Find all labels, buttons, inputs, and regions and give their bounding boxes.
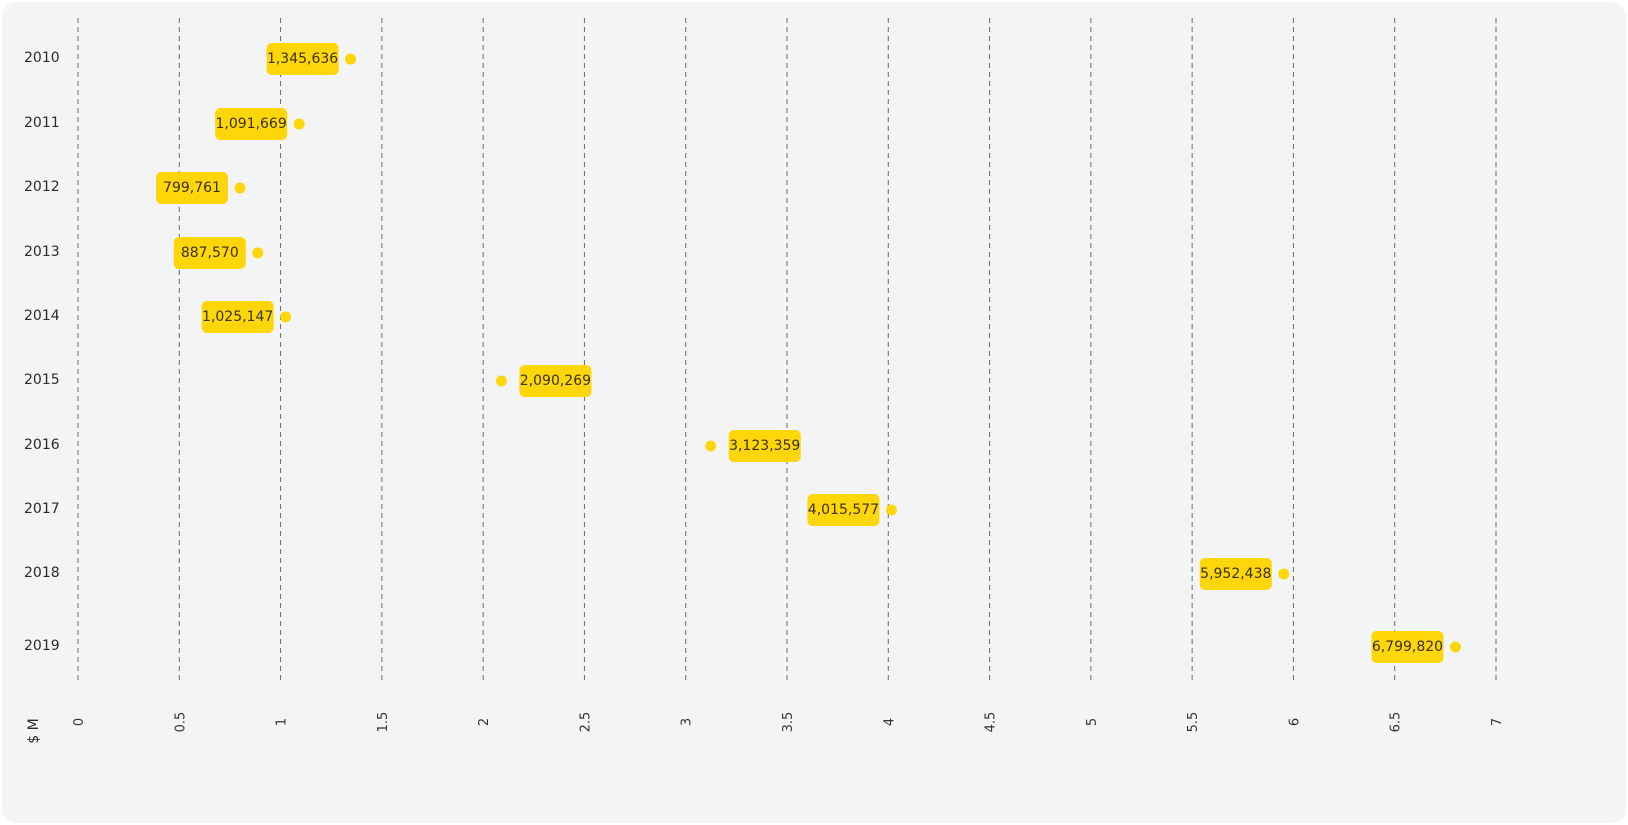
- data-label-box: [519, 365, 592, 397]
- year-label: 2011: [24, 115, 60, 131]
- gridlines: [77, 18, 1497, 682]
- data-label-box: [156, 172, 229, 204]
- x-tick-label: 6: [1287, 718, 1302, 726]
- data-label-box: [1199, 558, 1272, 590]
- data-label: 1,025,147: [202, 309, 273, 325]
- x-tick-label: 5.5: [1186, 712, 1201, 733]
- data-label: 1,345,636: [267, 51, 338, 67]
- x-tick-label: 2: [477, 718, 492, 726]
- x-tick-label: 0: [72, 718, 87, 726]
- data-point[interactable]: [885, 504, 897, 516]
- year-label: 2014: [24, 308, 60, 324]
- data-point[interactable]: [280, 311, 292, 323]
- data-label-box: [173, 237, 246, 269]
- year-label: 2017: [24, 501, 60, 517]
- data-point[interactable]: [495, 375, 507, 387]
- data-label-box: [1371, 631, 1444, 663]
- x-tick-label: 6.5: [1389, 712, 1404, 733]
- year-label: 2013: [24, 244, 60, 260]
- x-tick-label: 0.5: [173, 712, 188, 733]
- data-point[interactable]: [234, 182, 246, 194]
- data-point[interactable]: [705, 440, 717, 452]
- x-tick-label: 3.5: [781, 712, 796, 733]
- data-point[interactable]: [1278, 568, 1290, 580]
- year-label: 2019: [24, 638, 60, 654]
- x-tick-label: 7: [1490, 718, 1505, 726]
- x-tick-label: 3: [680, 718, 695, 726]
- x-tick-label: 4.5: [984, 712, 999, 733]
- x-tick-label: 1: [275, 718, 290, 726]
- year-labels: 2010 2011 2012 2013 2014 2015 2016 2017 2018 2019: [24, 50, 60, 654]
- data-label: 2,090,269: [520, 373, 591, 389]
- data-label-box: [215, 108, 288, 140]
- data-label-box: [201, 301, 274, 333]
- year-label: 2010: [24, 50, 60, 66]
- axis-unit-label: $ M: [26, 718, 42, 743]
- year-label: 2018: [24, 565, 60, 581]
- data-point[interactable]: [293, 118, 305, 130]
- data-label-box: [266, 43, 339, 75]
- data-label: 4,015,577: [808, 502, 879, 518]
- data-label: 799,761: [163, 180, 221, 196]
- data-label: 3,123,359: [729, 438, 800, 454]
- data-label-box: [728, 430, 801, 462]
- data-label: 887,570: [181, 245, 239, 261]
- x-tick-label: 5: [1085, 718, 1100, 726]
- data-point[interactable]: [252, 247, 264, 259]
- year-label: 2015: [24, 372, 60, 388]
- data-label-box: [807, 494, 880, 526]
- data-label: 6,799,820: [1372, 639, 1443, 655]
- data-label: 1,091,669: [216, 116, 287, 132]
- data-point[interactable]: [1449, 641, 1461, 653]
- data-points: 1,345,636 1,091,669 799,761 887,570 1,025,14…: [156, 43, 1461, 663]
- year-label: 2012: [24, 179, 60, 195]
- x-tick-label: 2.5: [578, 712, 593, 733]
- year-label: 2016: [24, 437, 60, 453]
- x-tick-label: 1.5: [376, 712, 391, 733]
- x-tick-label: 4: [882, 718, 897, 726]
- data-label: 5,952,438: [1200, 566, 1271, 582]
- data-point[interactable]: [345, 53, 357, 65]
- x-axis-ticks: 0 0.5 1 1.5 2 2.5 3 3.5 4 4.5 5 5.5 6 6.5 7: [72, 712, 1505, 733]
